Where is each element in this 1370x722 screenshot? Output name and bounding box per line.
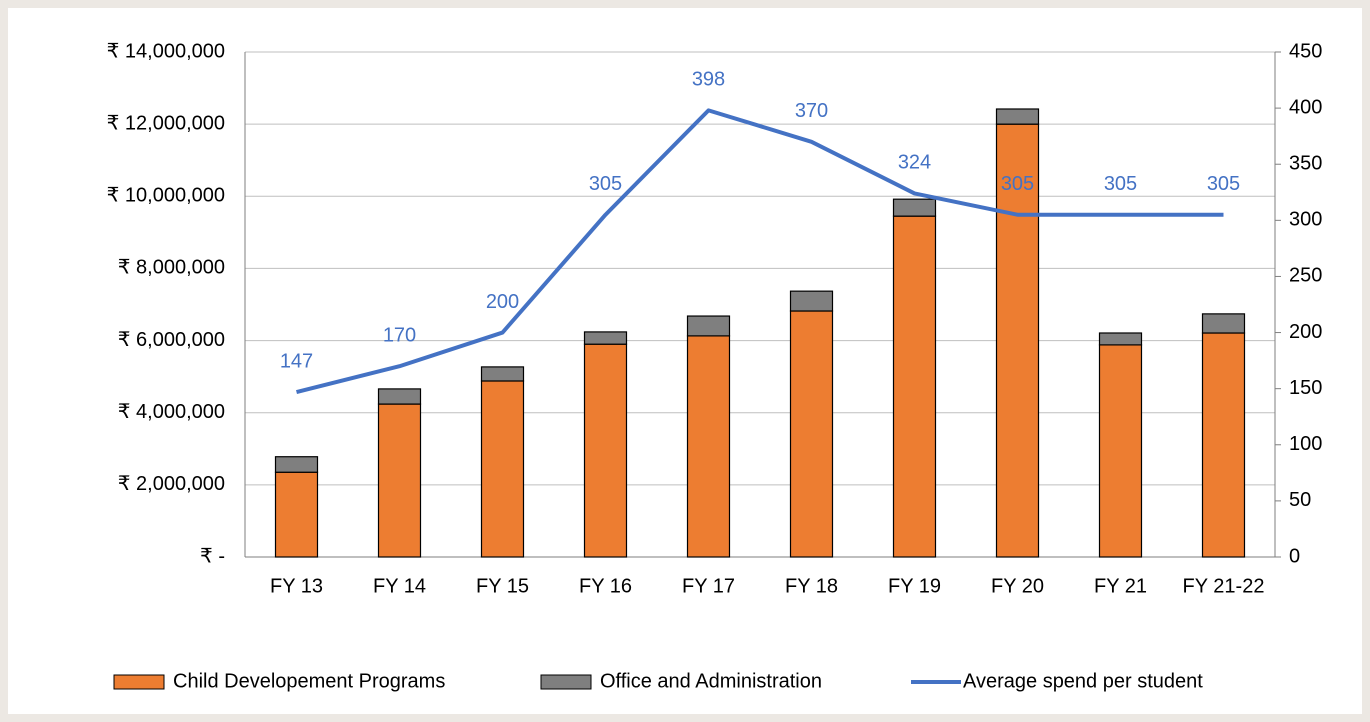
y-tick-label: ₹ 4,000,000 xyxy=(118,401,225,423)
legend-label: Average spend per student xyxy=(963,670,1203,692)
y2-tick-label: 450 xyxy=(1289,40,1322,62)
bar xyxy=(480,366,525,382)
x-tick-label: FY 14 xyxy=(373,575,426,597)
y-tick-label: ₹ 6,000,000 xyxy=(118,329,225,351)
bar xyxy=(686,335,731,558)
x-tick-label: FY 19 xyxy=(888,575,941,597)
chart: ₹ - ₹ 2,000,000 ₹ 4,000,000 ₹ 6,000,000 ₹ 8,… xyxy=(8,8,1362,714)
y2-tick-label: 0 xyxy=(1289,545,1300,567)
bar xyxy=(1201,332,1246,558)
data-label: 324 xyxy=(898,152,931,174)
bar xyxy=(274,471,319,558)
x-tick-label: FY 20 xyxy=(991,575,1044,597)
data-label: 305 xyxy=(1104,173,1137,195)
x-tick-label: FY 18 xyxy=(785,575,838,597)
x-tick-label: FY 16 xyxy=(579,575,632,597)
data-label: 398 xyxy=(692,69,725,91)
data-label: 170 xyxy=(383,325,416,347)
bar xyxy=(480,380,525,558)
bar xyxy=(789,310,834,558)
bar xyxy=(274,456,319,473)
y2-tick-label: 100 xyxy=(1289,433,1322,455)
data-label: 305 xyxy=(1001,173,1034,195)
y-tick-label: ₹ 10,000,000 xyxy=(107,185,225,207)
bar xyxy=(583,331,628,345)
y2-tick-label: 400 xyxy=(1289,96,1322,118)
legend-swatch xyxy=(540,674,592,690)
y2-tick-label: 250 xyxy=(1289,265,1322,287)
bar xyxy=(892,215,937,558)
bar xyxy=(995,108,1040,125)
bar xyxy=(377,388,422,405)
line xyxy=(296,108,1224,394)
x-tick-label: FY 15 xyxy=(476,575,529,597)
data-label: 147 xyxy=(280,350,313,372)
bar xyxy=(583,343,628,558)
x-tick-label: FY 13 xyxy=(270,575,323,597)
bar xyxy=(892,198,937,217)
y2-tick-label: 350 xyxy=(1289,153,1322,175)
y2-tick-label: 50 xyxy=(1289,489,1311,511)
y-tick-label: ₹ - xyxy=(200,545,225,567)
y-tick-label: ₹ 14,000,000 xyxy=(107,40,225,62)
bar xyxy=(995,123,1040,558)
data-label: 370 xyxy=(795,100,828,122)
y-tick-label: ₹ 8,000,000 xyxy=(118,257,225,279)
legend-label: Child Developement Programs xyxy=(173,670,445,692)
bar xyxy=(377,403,422,558)
legend-label: Office and Administration xyxy=(600,670,822,692)
y2-tick-label: 150 xyxy=(1289,377,1322,399)
data-label: 305 xyxy=(589,173,622,195)
data-label: 200 xyxy=(486,291,519,313)
bar xyxy=(1201,313,1246,334)
bar xyxy=(686,315,731,337)
legend-swatch xyxy=(113,674,165,690)
x-tick-label: FY 17 xyxy=(682,575,735,597)
bar xyxy=(1098,344,1143,558)
y2-tick-label: 300 xyxy=(1289,209,1322,231)
x-tick-label: FY 21-22 xyxy=(1183,575,1265,597)
y-tick-label: ₹ 12,000,000 xyxy=(107,112,225,134)
data-label: 305 xyxy=(1207,173,1240,195)
bar xyxy=(1098,332,1143,346)
y-tick-label: ₹ 2,000,000 xyxy=(118,473,225,495)
x-tick-label: FY 21 xyxy=(1094,575,1147,597)
y2-tick-label: 200 xyxy=(1289,321,1322,343)
bar xyxy=(789,290,834,312)
